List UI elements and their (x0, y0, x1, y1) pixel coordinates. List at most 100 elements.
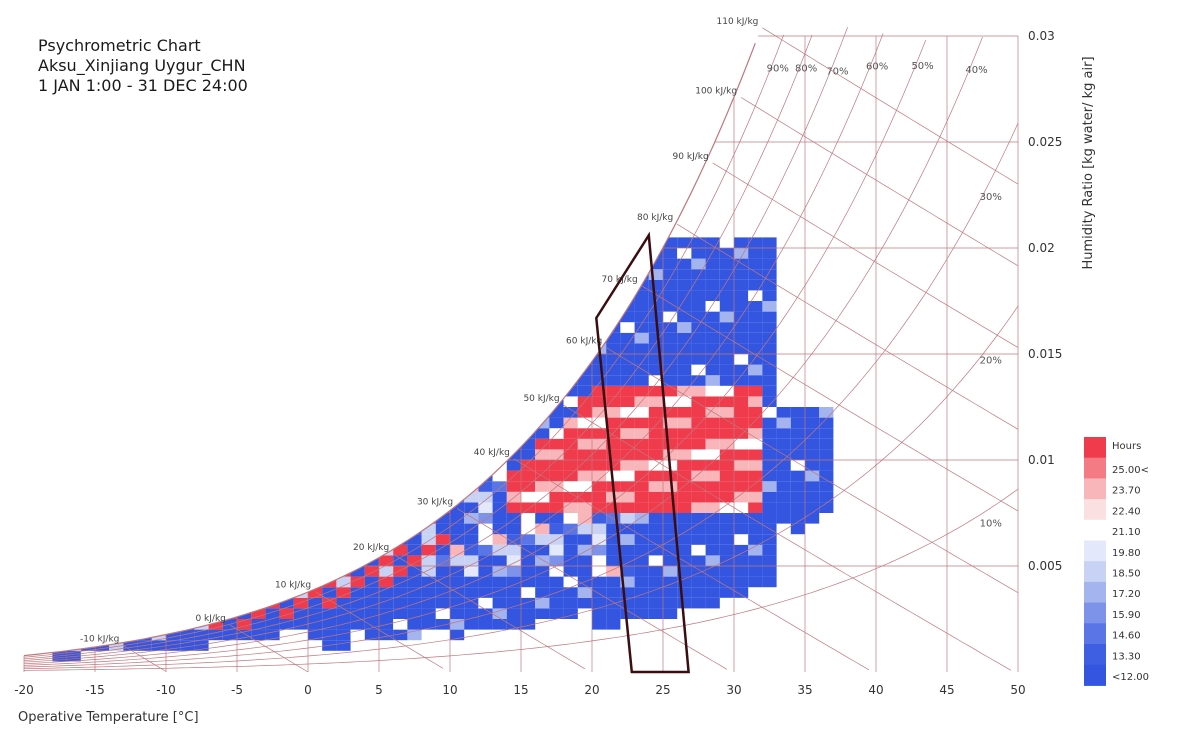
heatmap-cell (648, 343, 663, 354)
heatmap-cell (634, 322, 649, 333)
heatmap-cell (634, 364, 649, 376)
heatmap-cell (450, 555, 465, 566)
heatmap-cell (762, 354, 777, 365)
heatmap-cell (350, 587, 365, 598)
heatmap-cell (790, 523, 805, 535)
heatmap-cell (705, 566, 720, 577)
legend-label: 14.60 (1112, 631, 1141, 642)
heatmap-cell (492, 555, 507, 566)
heatmap-cell (478, 513, 493, 524)
heatmap-cell (663, 587, 678, 598)
heatmap-cell (478, 555, 493, 566)
heatmap-cell (748, 396, 763, 407)
enthalpy-label: 80 kJ/kg (637, 213, 673, 223)
heatmap-cell (563, 587, 578, 598)
heatmap-cell (719, 481, 734, 492)
heatmap-cell (819, 491, 834, 503)
heatmap-cell (492, 491, 507, 503)
heatmap-cell (648, 322, 663, 333)
heatmap-cell (506, 544, 521, 556)
heatmap-cell (805, 470, 820, 482)
heatmap-cell (691, 502, 706, 513)
heatmap-cell (734, 481, 749, 492)
heatmap-cell (322, 629, 337, 641)
heatmap-cell (648, 449, 663, 460)
heatmap-cell (421, 566, 436, 577)
heatmap-cell (151, 640, 166, 651)
heatmap-cell (734, 279, 749, 291)
heatmap-cell (719, 343, 734, 354)
heatmap-cell (592, 513, 607, 524)
enthalpy-label: 90 kJ/kg (673, 152, 709, 162)
heatmap-cell (577, 597, 592, 609)
heatmap-cell (620, 587, 635, 598)
heatmap-cell (535, 481, 550, 492)
heatmap-cell (620, 513, 635, 524)
heatmap-cell (663, 269, 678, 280)
heatmap-cell (776, 502, 791, 513)
heatmap-cell (677, 269, 692, 280)
heatmap-cell (194, 629, 209, 641)
heatmap-cell (663, 534, 678, 545)
heatmap-cell (663, 364, 678, 376)
x-axis-title: Operative Temperature [°C] (18, 710, 199, 725)
heatmap-cell (705, 502, 720, 513)
grid-lines: 10% 20% 30% 40% 50% 60% 70% 80% 90% -10 kJ/kg 0 kJ… (23, 17, 1019, 673)
heatmap-cell (563, 576, 578, 588)
heatmap-cell (663, 354, 678, 365)
heatmap-cell (719, 364, 734, 376)
heatmap-cell (592, 576, 607, 588)
heatmap-cell (776, 470, 791, 482)
heatmap-cell (691, 597, 706, 609)
heatmap-cell (478, 576, 493, 588)
heatmap-cell (563, 375, 578, 386)
heatmap-cell (691, 322, 706, 333)
heatmap-cell (549, 576, 564, 588)
title-line-3: 1 JAN 1:00 - 31 DEC 24:00 (38, 76, 248, 95)
heatmap-cell (734, 544, 749, 556)
enthalpy-line (606, 347, 1019, 594)
heatmap-cell (762, 279, 777, 291)
enthalpy-line (677, 223, 1019, 430)
heatmap-cell (648, 279, 663, 291)
heatmap-cell (549, 491, 564, 503)
heatmap-cell (648, 576, 663, 588)
heatmap-cell (819, 502, 834, 513)
heatmap-cell (776, 428, 791, 439)
heatmap-cell (762, 269, 777, 280)
heatmap-cell (620, 523, 635, 535)
heatmap-cell (577, 449, 592, 460)
heatmap-cell (521, 470, 536, 482)
heatmap-cell (691, 343, 706, 354)
heatmap-cell (492, 544, 507, 556)
heatmap-cell (592, 354, 607, 365)
heatmap-cell (748, 290, 763, 301)
heatmap-cell (592, 438, 607, 450)
heatmap-cell (776, 460, 791, 471)
heatmap-cell (734, 523, 749, 535)
heatmap-cell (677, 258, 692, 270)
enthalpy-line (393, 553, 586, 670)
heatmap-cell (308, 629, 323, 641)
heatmap-cell (478, 587, 493, 598)
heatmap-cell (620, 544, 635, 556)
heatmap-cell (719, 438, 734, 450)
heatmap-cell (577, 460, 592, 471)
heatmap-cell (592, 619, 607, 630)
title-line-1: Psychrometric Chart (38, 36, 201, 55)
heatmap-cell (521, 502, 536, 513)
enthalpy-line (513, 458, 870, 671)
heatmap-cell (663, 332, 678, 344)
heatmap-cell (648, 566, 663, 577)
heatmap-cell (606, 354, 621, 365)
heatmap-cell (691, 269, 706, 280)
heatmap-cell (705, 396, 720, 407)
heatmap-cell (592, 417, 607, 429)
heatmap-cell (762, 513, 777, 524)
heatmap-cell (620, 311, 635, 323)
heatmap-cell (606, 608, 621, 619)
heatmap-cell (521, 587, 536, 598)
heatmap-cell (634, 566, 649, 577)
heatmap-cell (450, 534, 465, 545)
heatmap-cell (691, 438, 706, 450)
